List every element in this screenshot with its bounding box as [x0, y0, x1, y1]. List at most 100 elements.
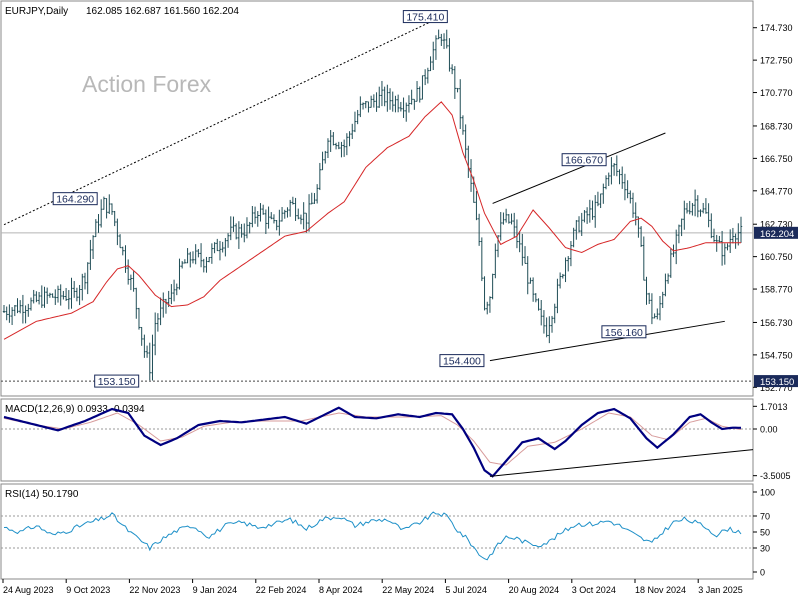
support-price-bg	[754, 375, 798, 388]
macd-main-line	[3, 406, 741, 478]
ohlc-bar	[291, 196, 295, 205]
ohlc-bar	[588, 199, 592, 223]
ohlc-bar	[521, 233, 524, 266]
ohlc-bar	[280, 206, 284, 222]
level-label: 166.670	[561, 153, 607, 167]
ohlc-bar	[205, 256, 208, 273]
current-price-box: 162.204	[754, 226, 798, 240]
ohlc-bar	[648, 292, 651, 304]
ohlc-bar	[483, 276, 486, 311]
ohlc-bar	[577, 216, 581, 233]
ohlc-bar	[610, 157, 613, 185]
symbol-info: EURJPY,Daily	[5, 6, 68, 17]
ohlc-bar	[191, 251, 195, 264]
ohlc-bar	[356, 109, 359, 125]
ohlc-bar	[718, 235, 721, 243]
ohlc-bar	[256, 211, 259, 227]
ohlc-bar	[450, 64, 454, 75]
ohlc-bar	[124, 245, 127, 273]
ohlc-bar	[348, 131, 351, 147]
level-label-box	[439, 354, 485, 368]
ohlc-bar	[16, 298, 19, 314]
ohlc-bar	[461, 115, 465, 135]
ohlc-bar	[75, 287, 79, 302]
ohlc-bar	[631, 192, 635, 218]
moving-average-line	[3, 101, 741, 340]
ohlc-bar	[594, 195, 597, 228]
ohlc-bar	[351, 123, 354, 140]
ma-path	[3, 101, 741, 340]
ohlc-bar	[510, 213, 513, 225]
ohlc-bar	[140, 326, 143, 346]
ohlc-bar	[145, 345, 149, 358]
x-tick-label: 22 Nov 2023	[129, 585, 180, 595]
ohlc-bar	[126, 259, 130, 285]
ohlc-bar	[315, 184, 319, 204]
ohlc-bar	[194, 244, 197, 265]
trendlines	[3, 16, 725, 362]
ohlc-bar	[464, 124, 467, 159]
ohlc-bar	[159, 297, 162, 326]
ohlc-bar	[116, 218, 119, 246]
ohlc-bar	[618, 169, 621, 185]
ohlc-bar	[307, 194, 311, 232]
ohlc-bar	[113, 210, 116, 227]
ohlc-bar	[629, 190, 632, 204]
ohlc-bar	[599, 193, 602, 209]
ohlc-bar	[137, 307, 141, 330]
y-tick-label: 154.750	[760, 350, 793, 360]
ohlc-bar	[299, 214, 303, 225]
ohlc-bar	[337, 141, 340, 150]
macd-y-tick-label: 1.7013	[760, 402, 788, 412]
ohlc-bar	[272, 214, 276, 224]
ohlc-bar	[259, 203, 262, 222]
ohlc-bar	[232, 216, 235, 232]
ohlc-bar	[62, 290, 65, 300]
ohlc-bar	[108, 194, 111, 214]
ohlc-bar	[375, 92, 378, 112]
ohlc-bar	[639, 226, 643, 247]
ohlc-bar	[234, 223, 238, 240]
ohlc-bar	[342, 139, 346, 157]
ohlc-bar	[153, 312, 157, 356]
ohlc-bar	[45, 287, 49, 304]
ohlc-bar	[737, 223, 740, 246]
ohlc-bar	[440, 33, 443, 46]
ohlc-bar	[253, 206, 257, 224]
ohlc-bar	[89, 239, 92, 270]
dashed-trendline	[3, 16, 442, 226]
ohlc-bar	[704, 198, 708, 214]
level-label: 164.290	[52, 192, 98, 206]
ohlc-bar	[213, 242, 216, 254]
ohlc-bar	[380, 80, 384, 107]
level-label: 156.160	[601, 325, 647, 339]
ohlc-bar	[226, 233, 230, 248]
macd-title: MACD(12,26,9) 0.0933 -0.0394	[5, 404, 145, 415]
y-tick-label: 152.770	[760, 383, 793, 393]
ohlc-bar	[264, 209, 268, 235]
ohlc-bar	[499, 212, 502, 241]
current-price-bg	[754, 226, 798, 239]
ohlc-bar	[561, 273, 565, 279]
level-labels: 175.410 164.290 153.150 154.400 166.670 156.1…	[52, 10, 647, 388]
ohlc-bar	[488, 296, 492, 313]
ohlc-bar	[607, 172, 610, 187]
ohlc-bar	[540, 299, 543, 326]
ohlc-bar	[396, 94, 400, 113]
ohlc-bar	[591, 200, 594, 220]
ohlc-bar	[558, 272, 562, 289]
ohlc-bar	[542, 310, 546, 334]
ohlc-bar	[529, 277, 532, 284]
ohlc-bar	[143, 334, 146, 358]
ohlc-bar	[585, 207, 589, 224]
level-label-text: 175.410	[406, 12, 444, 24]
ohlc-bar	[567, 256, 570, 272]
x-tick-label: 9 Oct 2023	[66, 585, 110, 595]
ohlc-bar	[432, 41, 435, 70]
ohlc-bar	[612, 163, 616, 176]
ohlc-bar	[267, 206, 270, 229]
ohlc-bar	[494, 243, 497, 279]
macd-y-tick-label: -3.5005	[760, 471, 791, 481]
ohlc-bar	[54, 289, 57, 305]
watermark-text: Action Forex	[82, 71, 212, 97]
